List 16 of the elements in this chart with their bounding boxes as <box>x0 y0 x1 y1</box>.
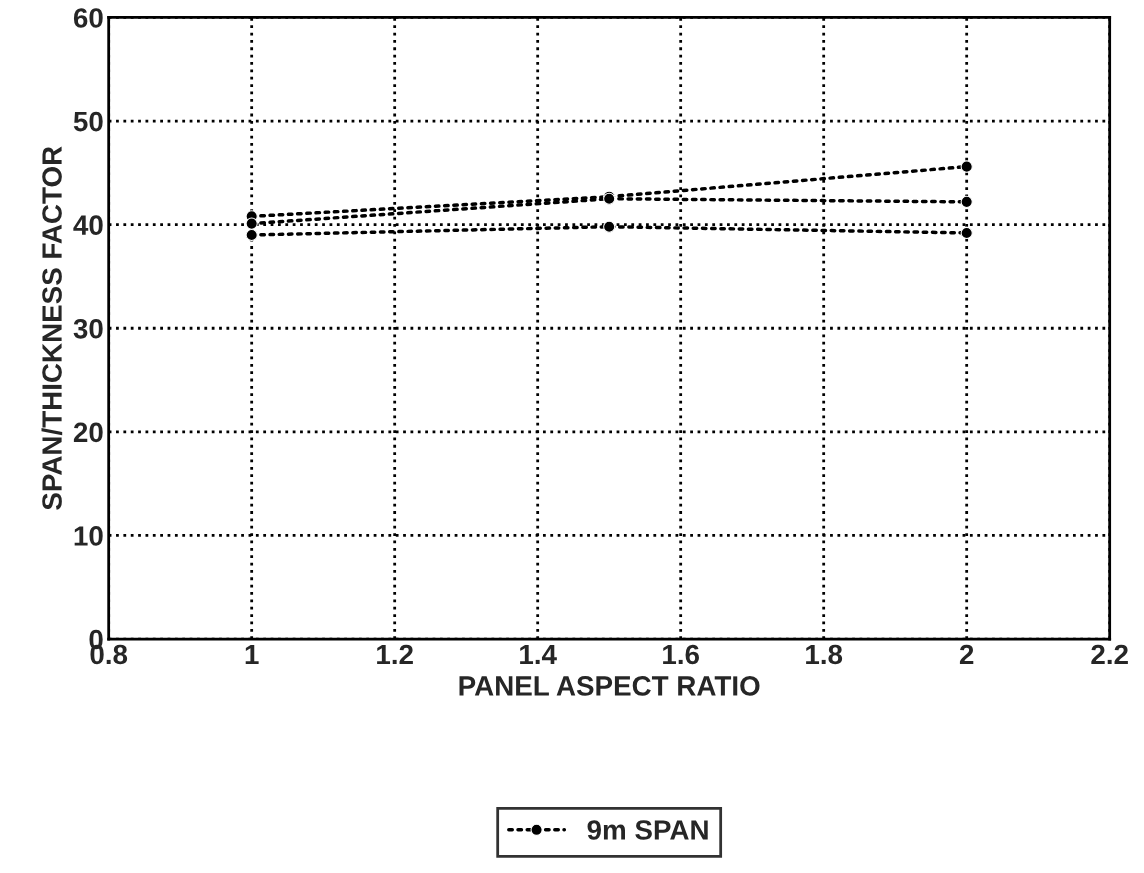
y-axis-title: SPAN/THICKNESS FACTOR <box>41 146 63 510</box>
y-tick-label: 30 <box>73 318 103 339</box>
y-tick-label: 40 <box>73 215 103 235</box>
x-tick-label: 1.2 <box>377 644 413 665</box>
y-tick-label: 10 <box>74 526 103 546</box>
x-tick-label: 1.4 <box>520 644 557 665</box>
y-tick-label: 20 <box>73 422 103 443</box>
x-tick-label: 1 <box>245 644 259 665</box>
x-tick-label: 1.8 <box>806 644 843 665</box>
y-tick-label: 50 <box>73 111 103 132</box>
x-tick-label: 2.2 <box>1091 644 1128 665</box>
y-tick-label: 60 <box>73 8 103 28</box>
x-axis-title: PANEL ASPECT RATIO <box>459 676 760 696</box>
x-tick-label: 1.6 <box>663 644 699 665</box>
legend-label: 9m SPAN <box>587 820 708 840</box>
x-tick-label: 2 <box>959 644 974 665</box>
